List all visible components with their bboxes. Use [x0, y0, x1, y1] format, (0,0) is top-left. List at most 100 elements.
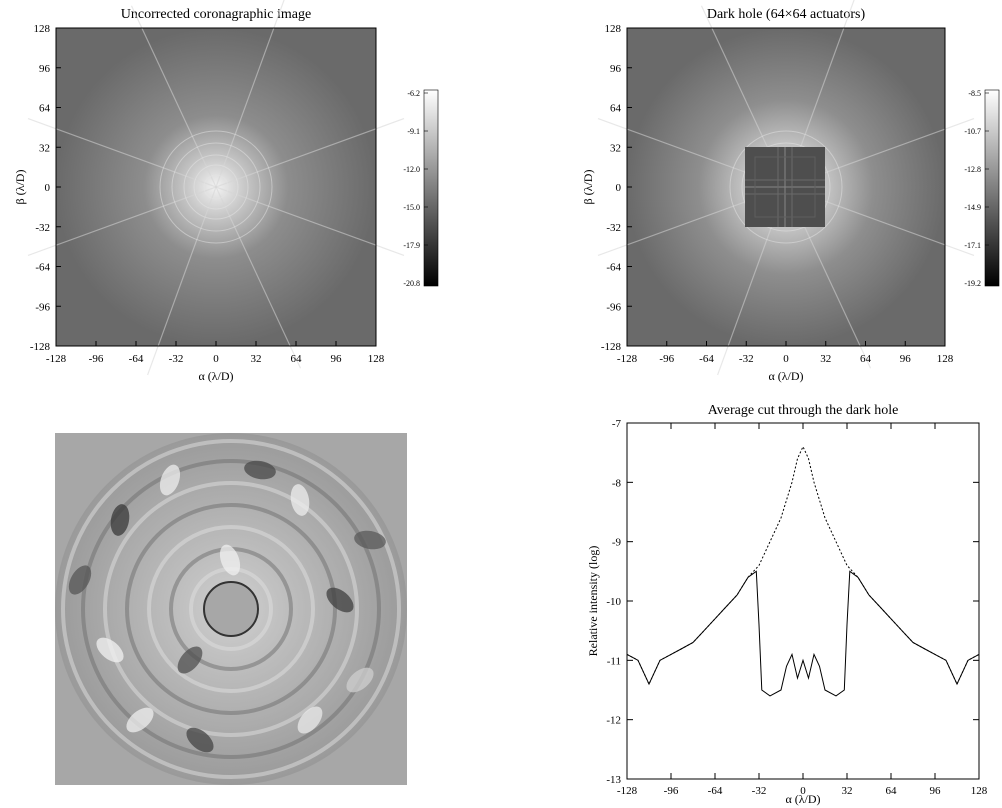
- x-tick-label: 64: [886, 785, 898, 797]
- phase-blob: [159, 464, 181, 496]
- y-tick-label: 32: [39, 142, 50, 154]
- x-tick-label: 64: [860, 353, 872, 365]
- axes: -128 -96 -64 -32 0 32 64 96 128 128 96 64 32 0 -32 -64 -…: [601, 23, 954, 365]
- y-tick-label: 32: [610, 142, 621, 154]
- x-tick-label: -128: [617, 353, 638, 365]
- y-tick-label: -96: [606, 301, 621, 313]
- diffraction-ray: [215, 186, 302, 369]
- diffraction-rays: [27, 0, 405, 376]
- y-tick-label: -11: [607, 655, 621, 667]
- x-tick-label: 96: [331, 353, 343, 365]
- x-tick-label: -32: [739, 353, 754, 365]
- phase-blob: [346, 667, 374, 693]
- y-tick-label: 96: [610, 63, 622, 75]
- colorbar-tick-label: -19.2: [964, 279, 981, 288]
- colorbar-tick-label: -15.0: [403, 203, 420, 212]
- colorbar-tick-label: -12.8: [964, 165, 981, 174]
- phase-blob: [110, 504, 130, 536]
- y-axis-label: β (λ/D): [13, 170, 27, 205]
- colorbar: [423, 89, 439, 287]
- x-tick-label: -96: [659, 353, 674, 365]
- colorbar-tick-label: -10.7: [964, 127, 981, 136]
- x-tick-label: 96: [930, 785, 942, 797]
- diffraction-ray: [215, 186, 405, 256]
- x-tick-label: -96: [664, 785, 679, 797]
- y-tick-label: -128: [30, 341, 51, 353]
- diffraction-ring: [193, 164, 239, 210]
- x-tick-label: 0: [213, 353, 219, 365]
- panel-title: Uncorrected coronagraphic image: [121, 7, 311, 22]
- colorbar-tick-label: -20.8: [403, 279, 420, 288]
- y-tick-label: -10: [606, 596, 621, 608]
- phase-blob: [297, 706, 323, 734]
- phase-ring: [125, 503, 337, 715]
- x-tick-label: 0: [800, 785, 806, 797]
- x-tick-label: 64: [291, 353, 303, 365]
- panel-uncorrected: Uncorrected coronagraphic image -128 -96 -…: [13, 0, 439, 383]
- diffraction-ring: [729, 130, 843, 244]
- y-tick-label: -32: [35, 222, 50, 234]
- panel-average-cut: Average cut through the dark hole -128 -9…: [586, 403, 988, 806]
- x-tick-label: -96: [89, 353, 104, 365]
- y-tick-label: -96: [35, 301, 50, 313]
- phase-blob: [96, 637, 124, 663]
- x-tick-label: 0: [783, 353, 789, 365]
- colorbar-tick-label: -12.0: [403, 165, 420, 174]
- phase-blob: [290, 484, 310, 516]
- x-tick-label: -32: [169, 353, 184, 365]
- series-group: [626, 445, 980, 697]
- colorbar-ticks: -6.2 -9.1 -12.0 -15.0 -17.9 -20.8: [403, 89, 428, 288]
- diffraction-ray: [27, 118, 217, 188]
- x-tick-label: -32: [752, 785, 767, 797]
- colorbar-tick-label: -9.1: [407, 127, 420, 136]
- x-axis-label: α (λ/D): [785, 792, 820, 806]
- y-tick-label: 64: [610, 103, 622, 115]
- phase-blob: [244, 460, 276, 480]
- y-tick-label: -64: [606, 262, 621, 274]
- y-tick-label: -12: [606, 715, 621, 727]
- phase-blob: [126, 707, 154, 733]
- y-tick-label: -9: [612, 537, 622, 549]
- phase-blob: [177, 646, 203, 674]
- x-tick-label: -64: [708, 785, 723, 797]
- diffraction-ray: [215, 0, 285, 188]
- x-tick-label: 32: [820, 353, 831, 365]
- x-tick-label: -128: [46, 353, 67, 365]
- diffraction-ray: [130, 5, 217, 188]
- y-tick-label: 96: [39, 63, 51, 75]
- diffraction-ray: [215, 118, 405, 188]
- phase-ring: [147, 525, 315, 693]
- colorbar-tick-label: -8.5: [968, 89, 981, 98]
- phase-blobs: [68, 460, 386, 753]
- y-tick-label: 128: [605, 23, 622, 35]
- panel-title: Dark hole (64×64 actuators): [707, 7, 866, 22]
- diffraction-ring: [159, 130, 273, 244]
- panel-pupil-map: [55, 433, 407, 785]
- phase-blob: [326, 587, 354, 613]
- colorbar: [984, 89, 1000, 287]
- y-tick-label: -32: [606, 222, 621, 234]
- diffraction-ring: [183, 154, 249, 220]
- y-tick-label: 128: [34, 23, 51, 35]
- y-tick-label: -8: [612, 477, 622, 489]
- x-axis-label: α (λ/D): [198, 369, 233, 383]
- plot-frame: [626, 422, 980, 780]
- phase-blob: [219, 544, 241, 576]
- x-tick-label: 32: [842, 785, 853, 797]
- colorbar-tick-label: -14.9: [964, 203, 981, 212]
- phase-ring: [61, 439, 401, 779]
- x-tick-label: 128: [368, 353, 385, 365]
- axes: -128 -96 -64 -32 0 32 64 96 128 128 96 64 32 0 -32 -64 -…: [30, 23, 385, 365]
- y-axis-label: β (λ/D): [581, 170, 595, 205]
- dark-hole-structure: [745, 147, 825, 227]
- y-tick-label: 0: [616, 182, 622, 194]
- chart-title: Average cut through the dark hole: [708, 403, 899, 418]
- colorbar-ticks: -8.5 -10.7 -12.8 -14.9 -17.1 -19.2: [964, 89, 989, 288]
- x-tick-label: -64: [699, 353, 714, 365]
- panel-dark-hole: Dark hole (64×64 actuators) -128 -96 -64 -3…: [581, 0, 1000, 383]
- y-tick-label: -13: [606, 774, 621, 786]
- y-tick-label: 0: [45, 182, 51, 194]
- y-tick-label: 64: [39, 103, 51, 115]
- x-tick-label: -128: [617, 785, 638, 797]
